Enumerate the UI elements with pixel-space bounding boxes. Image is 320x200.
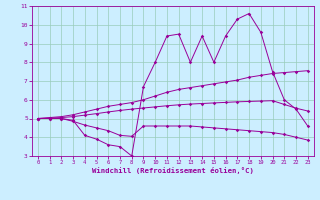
X-axis label: Windchill (Refroidissement éolien,°C): Windchill (Refroidissement éolien,°C)	[92, 167, 254, 174]
